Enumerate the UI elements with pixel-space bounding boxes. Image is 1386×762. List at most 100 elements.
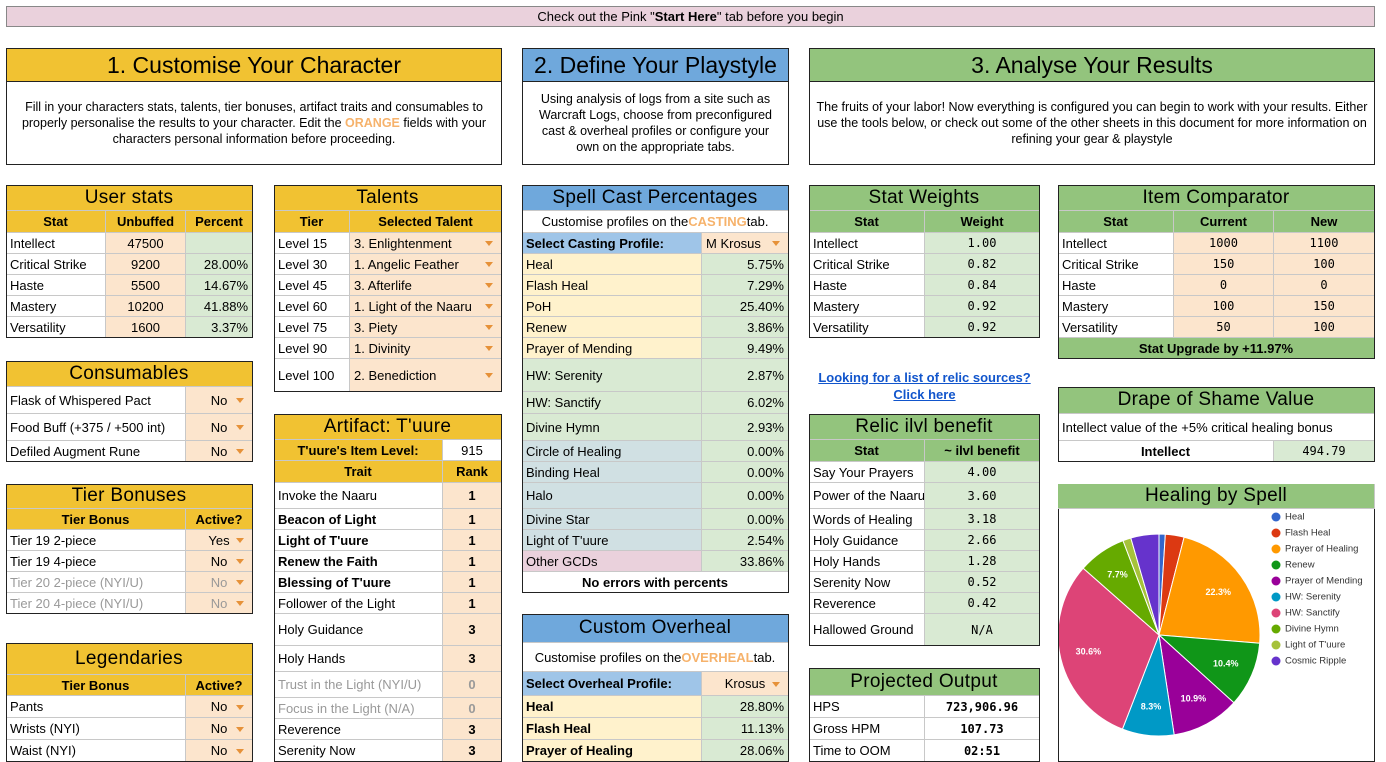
table-cell: 9.49% — [702, 338, 789, 359]
table-cell: Critical Strike — [6, 254, 106, 275]
legend-label: Flash Heal — [1285, 528, 1330, 539]
column-header: Stat — [809, 211, 925, 233]
column-header: ~ ilvl benefit — [925, 440, 1040, 462]
table-cell: Hallowed Ground — [809, 614, 925, 646]
table-cell: 6.02% — [702, 392, 789, 414]
table-cell: 5500 — [106, 275, 186, 296]
relic-link[interactable]: Click here — [893, 387, 956, 402]
table-cell: 3 — [443, 646, 502, 672]
table-cell: 494.79 — [1274, 441, 1375, 462]
table-cell: Circle of Healing — [522, 441, 702, 462]
table-cell[interactable]: 3. Afterlife — [350, 275, 502, 296]
table-cell: Time to OOM — [809, 740, 925, 762]
column-header: New — [1274, 211, 1375, 233]
legend-label: Light of T'uure — [1285, 640, 1345, 651]
table-cell[interactable]: No — [186, 696, 253, 718]
table-cell[interactable]: No — [186, 414, 253, 441]
table-cell: Intellect — [1058, 441, 1274, 462]
table-cell: 100 — [1174, 296, 1274, 317]
slice-label: 30.6% — [1076, 647, 1102, 657]
table-cell: 3 — [443, 614, 502, 646]
setting-value[interactable]: M Krosus — [702, 233, 789, 254]
table-cell[interactable]: 1. Angelic Feather — [350, 254, 502, 275]
panel-title: Talents — [274, 185, 502, 211]
table-cell: 1600 — [106, 317, 186, 338]
section-title: 3. Analyse Your Results — [809, 48, 1375, 82]
table-cell: 1 — [443, 530, 502, 551]
table-cell: 0 — [443, 672, 502, 698]
table-cell: Versatility — [1058, 317, 1174, 338]
chart-title: Healing by Spell — [1058, 484, 1375, 509]
legend-label: HW: Sanctify — [1285, 608, 1340, 619]
table-cell: 0 — [443, 698, 502, 719]
table-cell[interactable]: No — [186, 740, 253, 762]
table-cell[interactable]: No — [186, 551, 253, 572]
table-cell: Level 90 — [274, 338, 350, 359]
legend-label: Heal — [1285, 512, 1305, 523]
table-cell: 1100 — [1274, 233, 1375, 254]
table-cell: 47500 — [106, 233, 186, 254]
table-cell: Follower of the Light — [274, 593, 443, 614]
table-cell: Level 45 — [274, 275, 350, 296]
pie-slice — [1158, 536, 1261, 644]
text-run: Customise profiles on the — [534, 649, 682, 665]
table-cell[interactable]: 3. Enlightenment — [350, 233, 502, 254]
table-cell: 4.00 — [925, 462, 1040, 483]
panel-title: Artifact: T'uure — [274, 414, 502, 440]
table-cell: 33.86% — [702, 551, 789, 572]
table-cell: Other GCDs — [522, 551, 702, 572]
table-cell[interactable]: 3. Piety — [350, 317, 502, 338]
slice-label: 8.3% — [1141, 702, 1162, 712]
panel-title: Consumables — [6, 361, 253, 387]
column-header: Rank — [443, 461, 502, 483]
table-cell: 3.37% — [186, 317, 253, 338]
table-cell: 14.67% — [186, 275, 253, 296]
text-run: fields with your characters personal inf… — [112, 116, 487, 146]
table-cell: Light of T'uure — [522, 530, 702, 551]
panel-title: Relic ilvl benefit — [809, 414, 1040, 440]
relic-link-question[interactable]: Looking for a list of relic sources? — [818, 370, 1031, 385]
table-cell: Level 100 — [274, 359, 350, 392]
section-description: The fruits of your labor! Now everything… — [809, 81, 1375, 165]
setting-value[interactable]: Krosus — [702, 672, 789, 696]
table-cell: Level 30 — [274, 254, 350, 275]
slice-label: 10.4% — [1213, 658, 1239, 668]
table-cell[interactable]: No — [186, 572, 253, 593]
table-cell[interactable]: No — [186, 387, 253, 414]
table-cell[interactable]: 1. Light of the Naaru — [350, 296, 502, 317]
table-cell[interactable]: No — [186, 441, 253, 462]
panel-title: Legendaries — [6, 643, 253, 675]
table-cell: 28.80% — [702, 696, 789, 718]
slice-label: 10.9% — [1181, 693, 1207, 703]
text-run: tab. — [753, 649, 776, 665]
table-cell[interactable]: Yes — [186, 530, 253, 551]
table-cell[interactable]: 2. Benediction — [350, 359, 502, 392]
table-cell: 0.42 — [925, 593, 1040, 614]
description-text: The fruits of your labor! Now everything… — [816, 100, 1368, 146]
legend-label: Divine Hymn — [1285, 624, 1339, 635]
table-cell: 0.84 — [925, 275, 1040, 296]
table-cell: 50 — [1174, 317, 1274, 338]
table-cell: N/A — [925, 614, 1040, 646]
table-cell: Critical Strike — [1058, 254, 1174, 275]
table-cell: 3 — [443, 719, 502, 740]
table-cell[interactable]: No — [186, 593, 253, 614]
column-header: Active? — [186, 509, 253, 530]
table-cell: 28.00% — [186, 254, 253, 275]
table-cell: Tier 19 4-piece — [6, 551, 186, 572]
table-cell: 0.92 — [925, 296, 1040, 317]
table-cell: HPS — [809, 696, 925, 718]
setting-label: Select Overheal Profile: — [522, 672, 702, 696]
table-cell: 02:51 — [925, 740, 1040, 762]
column-header: Percent — [186, 211, 253, 233]
table-cell: Serenity Now — [809, 572, 925, 593]
table-cell: 1 — [443, 572, 502, 593]
column-header: Tier Bonus — [6, 675, 186, 696]
pie-chart: 22.3% 10.4% 10.9% 8.3% 30.6% 7.7% Heal Flash He… — [1057, 512, 1363, 737]
table-cell: 150 — [1174, 254, 1274, 275]
table-cell[interactable]: 1. Divinity — [350, 338, 502, 359]
table-cell[interactable]: No — [186, 718, 253, 740]
legend-swatch — [1271, 576, 1281, 586]
text-run: Customise profiles on the — [541, 214, 689, 229]
table-cell: Heal — [522, 254, 702, 275]
